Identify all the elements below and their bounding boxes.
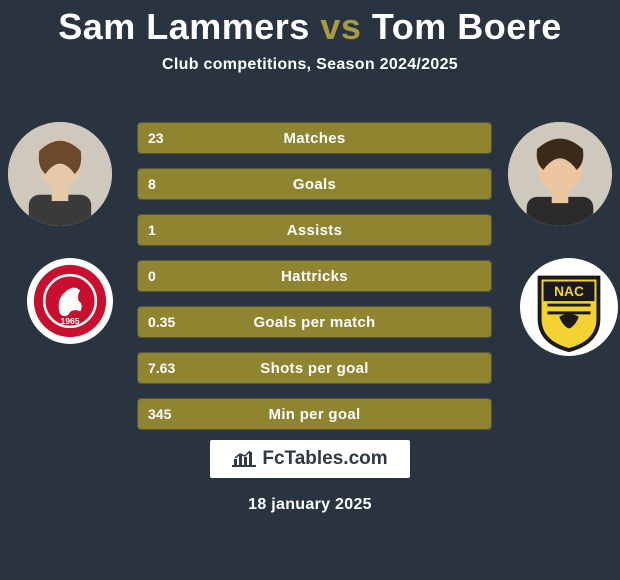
footer: FcTables.com 18 january 2025: [0, 440, 620, 514]
stat-label: Goals: [138, 169, 491, 199]
site-label: FcTables.com: [262, 448, 387, 470]
stat-row: 0Hattricks: [137, 260, 492, 292]
stat-row: 8Goals: [137, 168, 492, 200]
footer-date: 18 january 2025: [248, 496, 372, 514]
stat-row: 0.35Goals per match: [137, 306, 492, 338]
page-title: Sam Lammers vs Tom Boere: [0, 6, 620, 48]
svg-text:NAC: NAC: [554, 284, 584, 299]
player1-avatar: [8, 122, 112, 226]
crest-icon: NAC: [520, 258, 618, 356]
stat-row: 1Assists: [137, 214, 492, 246]
club1-crest: 1965: [27, 258, 113, 344]
stat-row: 7.63Shots per goal: [137, 352, 492, 384]
stat-label: Goals per match: [138, 307, 491, 337]
stat-row: 23Matches: [137, 122, 492, 154]
stat-label: Shots per goal: [138, 353, 491, 383]
site-badge: FcTables.com: [210, 440, 409, 478]
vs-label: vs: [320, 6, 361, 47]
stat-label: Hattricks: [138, 261, 491, 291]
svg-text:1965: 1965: [60, 316, 79, 326]
stat-label: Matches: [138, 123, 491, 153]
crest-icon: 1965: [27, 258, 113, 344]
player1-name: Sam Lammers: [58, 6, 310, 47]
subtitle: Club competitions, Season 2024/2025: [0, 56, 620, 74]
stat-row: 345Min per goal: [137, 398, 492, 430]
header: Sam Lammers vs Tom Boere Club competitio…: [0, 0, 620, 74]
stat-label: Min per goal: [138, 399, 491, 429]
avatar-placeholder-icon: [8, 122, 112, 226]
chart-icon: [232, 449, 256, 469]
player2-name: Tom Boere: [372, 6, 562, 47]
stat-label: Assists: [138, 215, 491, 245]
avatar-placeholder-icon: [508, 122, 612, 226]
player2-avatar: [508, 122, 612, 226]
stat-bars: 23Matches 8Goals 1Assists 0Hattricks 0.35Goa…: [137, 122, 492, 444]
club2-crest: NAC: [520, 258, 618, 356]
